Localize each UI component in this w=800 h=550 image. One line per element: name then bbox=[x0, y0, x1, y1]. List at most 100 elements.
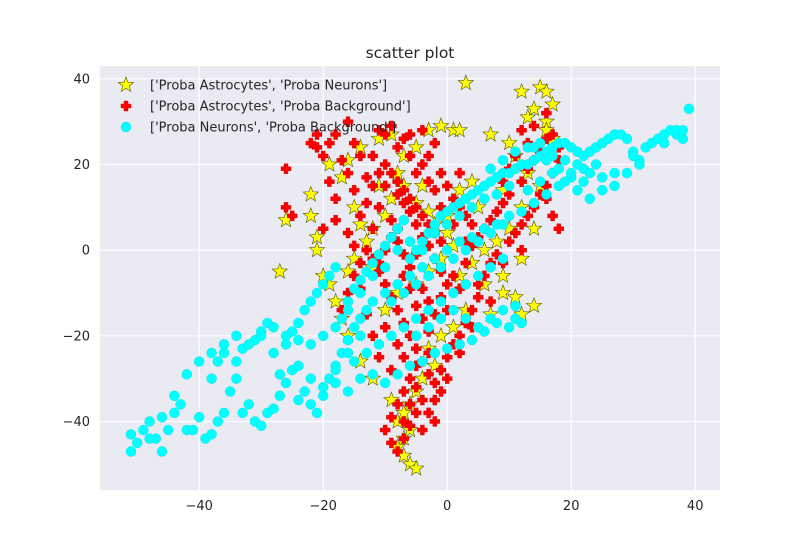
astro-background-point bbox=[485, 296, 496, 307]
neuron-background-point bbox=[311, 287, 323, 299]
neuron-background-point bbox=[293, 334, 304, 346]
neuron-background-point bbox=[541, 155, 552, 166]
neuron-background-point bbox=[621, 133, 633, 145]
neuron-background-point bbox=[305, 296, 316, 307]
astro-neuron-point bbox=[420, 202, 438, 219]
astro-background-point bbox=[423, 369, 434, 380]
astro-background-point bbox=[417, 424, 428, 436]
neuron-background-point bbox=[423, 270, 434, 282]
neuron-background-point bbox=[510, 300, 521, 312]
astro-background-point bbox=[311, 142, 323, 153]
neuron-background-point bbox=[349, 356, 360, 367]
neuron-background-point bbox=[398, 287, 409, 299]
astro-background-point bbox=[336, 155, 347, 166]
neuron-background-point bbox=[584, 193, 595, 204]
legend: ['Proba Astrocytes', 'Proba Neurons'] ['P… bbox=[117, 76, 411, 136]
astro-background-point bbox=[466, 304, 478, 316]
neuron-background-point bbox=[156, 411, 168, 423]
astro-background-point bbox=[373, 167, 385, 179]
x-tick-label: 40 bbox=[687, 499, 704, 514]
astro-background-point bbox=[448, 270, 459, 282]
neuron-background-point bbox=[485, 262, 496, 273]
neuron-background-point bbox=[206, 347, 217, 359]
astro-background-point bbox=[541, 133, 552, 145]
astro-background-point bbox=[392, 142, 403, 153]
y-tick-label: 20 bbox=[73, 158, 90, 173]
neuron-background-point bbox=[237, 407, 248, 419]
neuron-background-point bbox=[404, 236, 416, 247]
astro-neuron-point bbox=[320, 155, 338, 172]
astro-neuron-point bbox=[519, 108, 537, 125]
astro-background-point bbox=[280, 163, 292, 174]
neuron-background-point bbox=[330, 322, 341, 333]
neuron-background-point bbox=[417, 244, 428, 256]
astro-background-point bbox=[392, 399, 403, 410]
neuron-background-point bbox=[144, 433, 155, 444]
astro-background-point bbox=[342, 167, 354, 179]
astro-background-point bbox=[411, 300, 422, 312]
astro-background-point bbox=[349, 185, 360, 196]
neuron-background-point bbox=[274, 369, 285, 380]
neuron-background-point bbox=[361, 304, 372, 316]
astro-background-point bbox=[318, 150, 329, 162]
astro-background-point bbox=[429, 377, 440, 389]
astro-background-point bbox=[404, 129, 416, 140]
astro-background-point bbox=[342, 116, 354, 127]
astro-background-point bbox=[404, 206, 416, 217]
astro-background-point bbox=[324, 176, 335, 187]
neuron-background-point bbox=[125, 446, 137, 457]
neuron-background-point bbox=[566, 167, 577, 179]
astro-background-point bbox=[423, 150, 434, 162]
neuron-background-point bbox=[504, 210, 515, 222]
neuron-background-point bbox=[336, 313, 347, 324]
astro-neuron-point bbox=[463, 172, 481, 189]
neuron-background-point bbox=[522, 185, 533, 196]
neuron-background-point bbox=[231, 356, 242, 367]
neuron-background-point bbox=[572, 185, 583, 196]
astro-background-point bbox=[380, 159, 391, 170]
astro-background-point bbox=[330, 193, 341, 204]
astro-neuron-point bbox=[494, 267, 512, 284]
astro-neuron-point bbox=[302, 207, 320, 224]
neuron-background-point bbox=[528, 197, 540, 209]
neuron-background-point bbox=[609, 167, 620, 179]
astro-background-point bbox=[349, 240, 360, 252]
astro-background-point bbox=[442, 373, 453, 384]
astro-background-point bbox=[398, 433, 409, 444]
neuron-background-point bbox=[597, 185, 608, 196]
astro-background-point bbox=[367, 330, 378, 342]
neuron-background-point bbox=[479, 193, 490, 204]
neuron-background-point bbox=[504, 322, 515, 333]
neuron-background-point bbox=[541, 189, 552, 200]
astro-neuron-point bbox=[382, 391, 400, 408]
neuron-background-point bbox=[367, 257, 378, 269]
astro-background-point bbox=[417, 210, 428, 222]
neuron-background-point bbox=[181, 369, 193, 380]
neuron-background-point bbox=[535, 176, 546, 187]
neuron-background-point bbox=[411, 313, 422, 324]
neuron-background-point bbox=[218, 339, 230, 350]
neuron-background-point bbox=[448, 287, 459, 299]
astro-background-point bbox=[454, 347, 465, 359]
astro-neuron-point bbox=[525, 296, 543, 314]
neuron-background-point bbox=[404, 253, 416, 264]
neuron-background-point bbox=[305, 373, 316, 384]
astro-background-point bbox=[516, 176, 527, 187]
astro-neuron-point bbox=[488, 232, 506, 249]
neuron-background-point bbox=[466, 202, 478, 213]
astro-neuron-point bbox=[395, 404, 413, 421]
astro-neuron-point bbox=[345, 198, 363, 215]
astro-background-point bbox=[466, 219, 478, 230]
astro-background-point bbox=[417, 159, 428, 170]
astro-background-point bbox=[429, 416, 440, 427]
neuron-background-point bbox=[435, 313, 447, 324]
astro-background-point bbox=[404, 373, 416, 384]
neuron-background-point bbox=[268, 347, 279, 359]
astro-background-point bbox=[516, 219, 527, 230]
neuron-background-point bbox=[460, 279, 471, 290]
neuron-background-point bbox=[386, 330, 397, 342]
neuron-background-point bbox=[256, 330, 267, 342]
y-tick-label: −40 bbox=[63, 415, 90, 430]
neuron-background-point bbox=[193, 356, 205, 367]
neuron-background-point bbox=[355, 287, 366, 299]
